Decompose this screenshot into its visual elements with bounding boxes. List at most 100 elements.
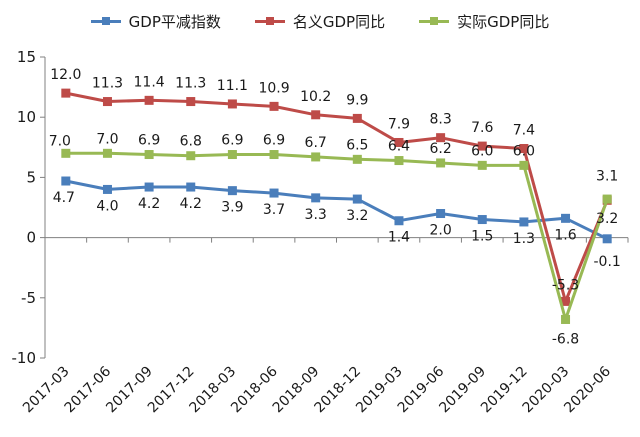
data-point-marker: [394, 156, 404, 166]
data-point-marker: [102, 148, 112, 158]
data-point-marker: [311, 110, 321, 120]
data-point-marker: [269, 101, 279, 111]
data-label: 6.8: [180, 134, 202, 150]
data-label: 3.2: [596, 211, 618, 227]
data-label: 6.7: [305, 135, 327, 151]
data-point-marker: [186, 97, 196, 107]
data-label: 12.0: [50, 67, 81, 83]
data-point-marker: [394, 216, 404, 226]
x-tick-label: 2020-06: [561, 363, 614, 416]
series-line: [65, 179, 608, 241]
data-point-marker: [436, 209, 446, 219]
data-point-marker: [352, 113, 362, 123]
data-point-marker: [519, 160, 529, 170]
data-point-marker: [102, 97, 112, 107]
data-label: 3.1: [596, 168, 618, 184]
series-line: [65, 151, 609, 321]
data-point-marker: [311, 193, 321, 203]
data-label: 1.4: [388, 230, 410, 246]
data-label: 6.4: [388, 139, 410, 155]
data-label: 3.7: [263, 202, 285, 218]
data-label: 6.9: [221, 133, 243, 149]
legend-item-real: 实际GDP同比: [419, 8, 549, 34]
data-point-marker: [227, 186, 237, 196]
series-line: [65, 91, 609, 303]
data-point-marker: [561, 296, 571, 306]
legend-marker-real: [419, 14, 450, 28]
data-label: 4.2: [180, 196, 202, 212]
data-label: 3.2: [346, 208, 368, 224]
data-label: 6.9: [138, 133, 160, 149]
data-label: 6.0: [471, 143, 493, 159]
data-label: 3.3: [305, 207, 327, 223]
data-label: 11.3: [175, 76, 206, 92]
data-label: -6.8: [552, 331, 579, 347]
legend: GDP平减指数 名义GDP同比 实际GDP同比: [0, 8, 640, 34]
data-label: 4.2: [138, 196, 160, 212]
data-point-marker: [436, 158, 446, 168]
data-point-marker: [61, 88, 71, 98]
data-point-marker: [602, 194, 612, 204]
data-label: -0.1: [594, 254, 621, 270]
data-label: 7.9: [388, 116, 410, 132]
data-point-marker: [477, 141, 487, 151]
data-label: 6.5: [346, 137, 368, 153]
data-label: 9.9: [346, 92, 368, 108]
data-point-marker: [477, 160, 487, 170]
legend-label-real: 实际GDP同比: [457, 12, 550, 31]
data-point-marker: [144, 95, 154, 105]
y-tick-label: 15: [17, 48, 36, 66]
data-label: 7.6: [471, 120, 493, 136]
data-label: 4.7: [53, 190, 75, 206]
data-point-marker: [61, 148, 71, 158]
data-point-marker: [186, 151, 196, 161]
data-label: 11.4: [134, 74, 165, 90]
legend-marker-nominal: [254, 14, 285, 28]
y-tick-label: -5: [21, 289, 36, 307]
data-point-marker: [186, 182, 196, 192]
data-label: -5.3: [552, 277, 579, 293]
data-point-marker: [227, 99, 237, 109]
y-tick-label: -10: [12, 349, 37, 367]
data-label: 1.3: [513, 231, 535, 247]
data-point-marker: [269, 188, 279, 198]
data-point-marker: [311, 152, 321, 162]
data-point-marker: [436, 133, 446, 143]
legend-label-nominal: 名义GDP同比: [292, 12, 386, 31]
data-point-marker: [519, 217, 529, 227]
legend-item-nominal: 名义GDP同比: [254, 8, 386, 34]
data-label: 6.2: [429, 141, 451, 157]
data-point-marker: [352, 154, 362, 164]
data-label: 6.9: [263, 133, 285, 149]
data-label: 7.0: [49, 133, 71, 149]
data-point-marker: [102, 184, 112, 194]
data-point-marker: [144, 182, 154, 192]
data-label: 11.1: [217, 78, 248, 94]
data-point-marker: [227, 150, 237, 160]
data-point-marker: [477, 215, 487, 225]
y-tick-label: 10: [17, 108, 36, 126]
y-tick-label: 5: [26, 168, 36, 186]
data-point-marker: [561, 314, 571, 324]
data-point-marker: [561, 213, 571, 223]
data-point-marker: [602, 234, 612, 244]
data-point-marker: [394, 137, 404, 147]
legend-label-deflator: GDP平减指数: [128, 12, 221, 31]
data-point-marker: [352, 194, 362, 204]
data-point-marker: [519, 144, 529, 154]
data-label: 2.0: [429, 223, 451, 239]
data-label: 3.9: [221, 200, 243, 216]
data-label: 1.5: [471, 229, 493, 245]
legend-marker-deflator: [90, 14, 121, 28]
data-label: 10.9: [258, 80, 289, 96]
data-label: 10.2: [300, 89, 331, 105]
y-tick-label: 0: [26, 229, 36, 247]
data-label: 11.3: [92, 76, 123, 92]
data-point-marker: [61, 176, 71, 186]
data-label: 1.6: [554, 227, 576, 243]
data-label: 8.3: [429, 112, 451, 128]
data-point-marker: [144, 150, 154, 160]
data-label: 4.0: [96, 198, 118, 214]
data-point-marker: [269, 150, 279, 160]
